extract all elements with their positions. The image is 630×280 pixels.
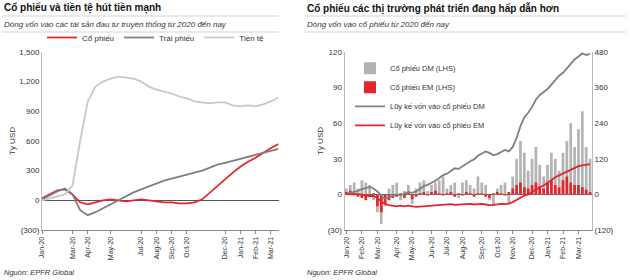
svg-text:360: 360: [595, 83, 609, 92]
svg-text:Aug-20: Aug-20: [153, 237, 161, 260]
svg-text:240: 240: [595, 119, 609, 128]
svg-text:Tỷ USD: Tỷ USD: [8, 127, 17, 155]
svg-text:Jan-21: Jan-21: [237, 237, 244, 259]
svg-text:(120): (120): [595, 226, 614, 235]
svg-text:Cổ phiếu các thị trường phát t: Cổ phiếu các thị trường phát triển đang …: [307, 2, 559, 15]
svg-text:Mar-21: Mar-21: [267, 237, 274, 259]
svg-text:Feb-21: Feb-21: [559, 237, 566, 259]
svg-text:0: 0: [337, 190, 342, 199]
svg-text:(30): (30): [328, 226, 343, 235]
svg-text:Nguồn: EPFR Global: Nguồn: EPFR Global: [307, 268, 377, 277]
svg-text:600: 600: [26, 137, 40, 146]
svg-text:Cổ phiếu DM (LHS): Cổ phiếu DM (LHS): [390, 64, 456, 73]
svg-text:Nguồn: EPFR Global: Nguồn: EPFR Global: [4, 268, 74, 277]
svg-text:Oct-20: Oct-20: [494, 237, 501, 258]
svg-text:30: 30: [333, 155, 342, 164]
svg-text:1,500: 1,500: [19, 48, 40, 57]
svg-text:Jul-20: Jul-20: [137, 237, 144, 256]
svg-text:Lũy kế vốn vào cổ phiếu DM: Lũy kế vốn vào cổ phiếu DM: [390, 102, 485, 111]
svg-text:Feb-20: Feb-20: [358, 237, 365, 259]
svg-text:Jan-20: Jan-20: [343, 237, 350, 259]
svg-text:Jan-20: Jan-20: [38, 237, 45, 259]
svg-text:Dòng vốn vào các tài sản đầu t: Dòng vốn vào các tài sản đầu tư truyền t…: [4, 20, 227, 29]
svg-text:Dec-20: Dec-20: [221, 237, 228, 260]
svg-text:90: 90: [333, 83, 342, 92]
svg-text:Jun-20: Jun-20: [428, 237, 435, 259]
svg-text:Cổ phiếu: Cổ phiếu: [82, 34, 114, 43]
svg-text:Dòng vốn vào cổ phiếu từ 2020: Dòng vốn vào cổ phiếu từ 2020 đến nay: [307, 20, 450, 29]
svg-text:Oct-20: Oct-20: [183, 237, 190, 258]
svg-text:900: 900: [26, 107, 40, 116]
svg-text:Apr-20: Apr-20: [84, 237, 92, 258]
svg-text:120: 120: [329, 48, 343, 57]
svg-text:Sep-20: Sep-20: [168, 237, 176, 260]
svg-text:Jul-20: Jul-20: [443, 237, 450, 256]
svg-text:0: 0: [595, 190, 600, 199]
svg-text:480: 480: [595, 48, 609, 57]
svg-text:Dec-20: Dec-20: [528, 237, 535, 260]
svg-text:Feb-21: Feb-21: [252, 237, 259, 259]
svg-text:120: 120: [595, 155, 609, 164]
svg-text:60: 60: [333, 119, 342, 128]
svg-text:Cổ phiếu EM (LHS): Cổ phiếu EM (LHS): [390, 83, 456, 92]
svg-text:Mar-20: Mar-20: [69, 237, 76, 259]
svg-text:0: 0: [35, 196, 40, 205]
svg-text:300: 300: [26, 166, 40, 175]
svg-text:1,200: 1,200: [19, 77, 40, 86]
svg-text:Lũy kế vốn vào cổ phiếu EM: Lũy kế vốn vào cổ phiếu EM: [390, 121, 484, 130]
svg-text:Nov-20: Nov-20: [509, 237, 516, 260]
svg-text:Tiền tệ: Tiền tệ: [239, 34, 264, 43]
svg-text:May-20: May-20: [408, 237, 416, 260]
svg-text:Cổ phiếu và tiền tệ hút tiền m: Cổ phiếu và tiền tệ hút tiền mạnh: [4, 2, 161, 14]
svg-text:Jan-21: Jan-21: [544, 237, 551, 259]
svg-text:Tỷ USD: Tỷ USD: [316, 127, 325, 155]
svg-text:(300): (300): [21, 226, 40, 235]
svg-text:Mar-21: Mar-21: [575, 237, 582, 259]
svg-text:Aug-20: Aug-20: [459, 237, 467, 260]
svg-text:Sep-20: Sep-20: [478, 237, 486, 260]
svg-text:Apr-20: Apr-20: [393, 237, 401, 258]
svg-text:Trái phiếu: Trái phiếu: [159, 34, 194, 43]
svg-text:May-20: May-20: [107, 237, 115, 260]
svg-text:Mar-20: Mar-20: [374, 237, 381, 259]
